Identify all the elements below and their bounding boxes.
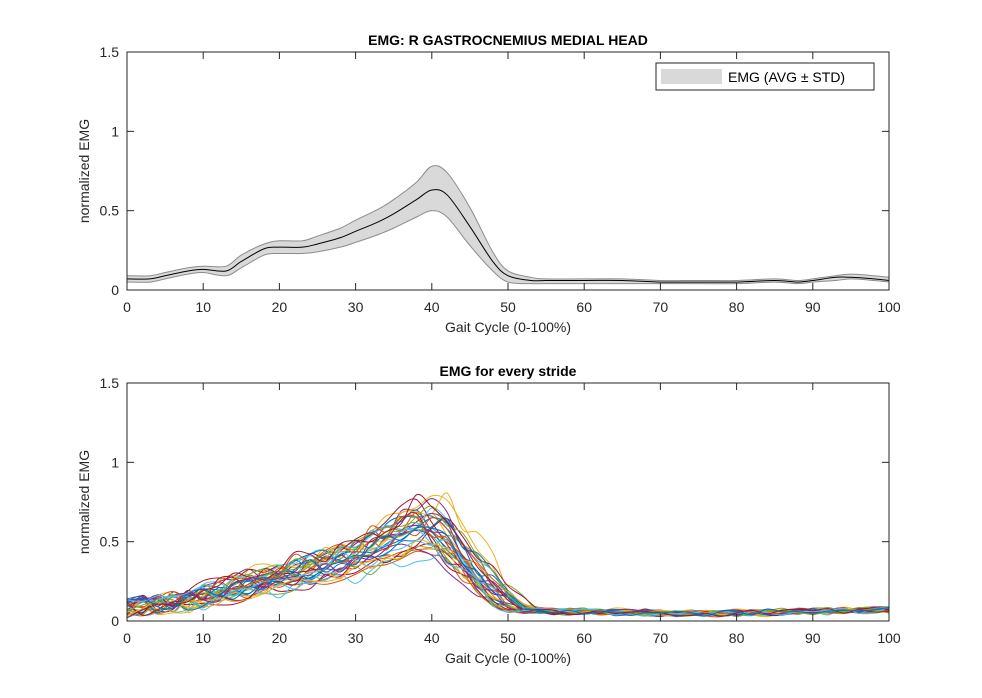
y-tick-label: 1.5 [100, 375, 120, 391]
y-tick-label: 0 [111, 613, 119, 629]
x-axis-label: Gait Cycle (0-100%) [445, 650, 571, 666]
x-tick-label: 50 [500, 299, 516, 315]
x-tick-label: 70 [653, 630, 669, 646]
x-tick-label: 100 [877, 630, 901, 646]
y-tick-label: 0.5 [100, 203, 120, 219]
x-axis-label: Gait Cycle (0-100%) [445, 319, 571, 335]
axes-box [127, 383, 889, 621]
chart-title: EMG for every stride [440, 363, 577, 379]
x-tick-label: 10 [195, 630, 211, 646]
stride-line [126, 539, 890, 617]
x-tick-label: 50 [500, 630, 516, 646]
x-tick-label: 60 [576, 630, 592, 646]
y-tick-label: 0 [111, 282, 119, 298]
x-tick-labels: 0 10 20 30 40 50 60 70 80 90 100 [123, 299, 901, 315]
x-tick-label: 30 [348, 299, 364, 315]
y-tick-label: 0.5 [100, 534, 120, 550]
x-tick-label: 40 [424, 630, 440, 646]
y-axis-label: normalized EMG [76, 450, 92, 554]
chart-title: EMG: R GASTROCNEMIUS MEDIAL HEAD [368, 32, 648, 48]
std-lower-edge [126, 210, 890, 285]
x-tick-label: 90 [805, 630, 821, 646]
stride-chart: 0 10 20 30 40 50 60 70 80 90 100 0 0.5 1 1.5 EMG for … [76, 363, 901, 666]
tick-marks [126, 382, 890, 622]
stride-line [126, 526, 890, 617]
x-tick-label: 30 [348, 630, 364, 646]
std-band [127, 165, 889, 284]
stride-line [126, 493, 890, 619]
x-tick-label: 40 [424, 299, 440, 315]
tick-marks [126, 51, 890, 291]
x-tick-label: 90 [805, 299, 821, 315]
x-tick-label: 80 [729, 299, 745, 315]
x-tick-label: 0 [123, 630, 131, 646]
legend-swatch [661, 69, 722, 84]
legend: EMG (AVG ± STD) [655, 62, 875, 91]
y-axis-label: normalized EMG [76, 119, 92, 223]
y-tick-label: 1 [111, 123, 119, 139]
plot-area [126, 165, 890, 285]
mean-std-chart: 0 10 20 30 40 50 60 70 80 90 100 0 0.5 1 1.5 EMG: R G… [76, 32, 901, 335]
x-tick-label: 20 [272, 299, 288, 315]
std-upper-edge [126, 165, 890, 282]
plot-area [126, 492, 890, 619]
legend-box [655, 62, 875, 91]
stride-line [126, 527, 890, 617]
y-tick-labels: 0 0.5 1 1.5 [100, 375, 120, 629]
x-tick-label: 10 [195, 299, 211, 315]
x-tick-label: 80 [729, 630, 745, 646]
stride-line [126, 517, 890, 617]
legend-entry: EMG (AVG ± STD) [728, 69, 845, 85]
y-tick-label: 1.5 [100, 44, 120, 60]
x-tick-labels: 0 10 20 30 40 50 60 70 80 90 100 [123, 630, 901, 646]
y-tick-label: 1 [111, 454, 119, 470]
x-tick-label: 60 [576, 299, 592, 315]
x-tick-label: 100 [877, 299, 901, 315]
y-tick-labels: 0 0.5 1 1.5 [100, 44, 120, 298]
x-tick-label: 0 [123, 299, 131, 315]
x-tick-label: 20 [272, 630, 288, 646]
mean-line [126, 189, 890, 283]
x-tick-label: 70 [653, 299, 669, 315]
